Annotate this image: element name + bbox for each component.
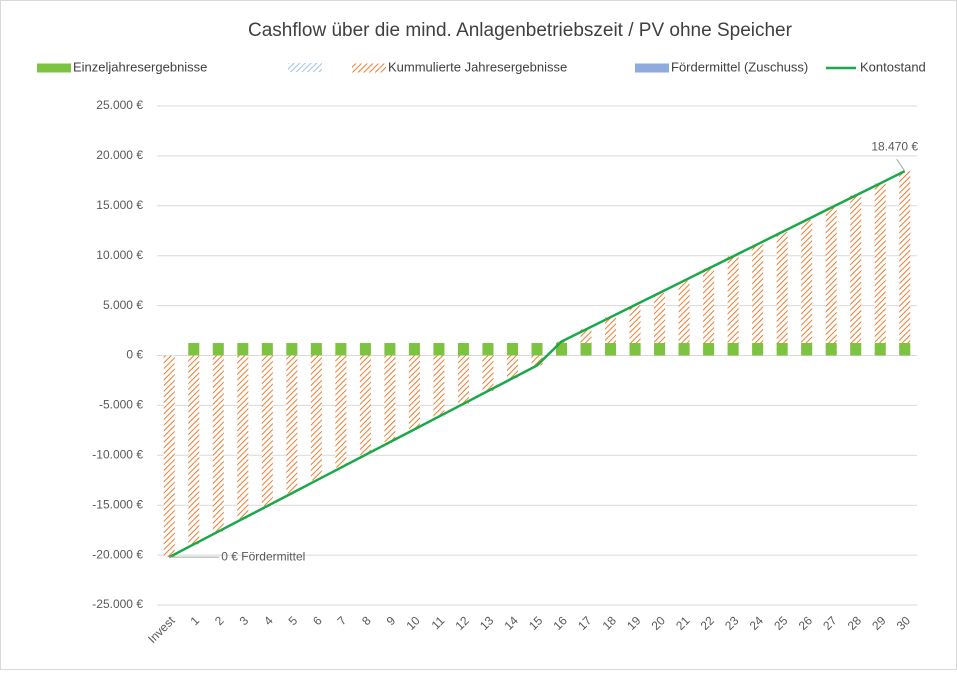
bar xyxy=(408,343,420,356)
bar xyxy=(188,343,200,356)
hatched-bar xyxy=(261,355,273,506)
hatched-bar xyxy=(433,355,445,417)
hatched-bar xyxy=(408,355,420,430)
bar xyxy=(727,343,739,356)
hatched-bar xyxy=(310,355,322,481)
hatched-bar xyxy=(727,256,739,356)
hatched-bar xyxy=(850,195,862,356)
legend-swatch xyxy=(37,63,71,73)
y-tick-label: -25.000 € xyxy=(92,597,143,611)
hatched-bar xyxy=(776,232,788,356)
bar xyxy=(237,343,249,356)
leader-line xyxy=(896,158,906,172)
bar xyxy=(776,343,788,356)
legend-swatch xyxy=(288,63,322,72)
bar xyxy=(825,343,837,356)
hatched-bar xyxy=(605,317,617,356)
bar xyxy=(212,343,224,356)
y-tick-label: 15.000 € xyxy=(96,198,143,212)
bar xyxy=(286,343,298,356)
hatched-bar xyxy=(188,355,200,545)
y-tick-label: 20.000 € xyxy=(96,148,143,162)
bar xyxy=(605,343,617,356)
bar xyxy=(261,343,273,356)
bar xyxy=(531,343,543,356)
hatched-bar xyxy=(654,292,666,356)
hatched-bar xyxy=(629,305,641,356)
bar xyxy=(556,343,568,356)
hatched-bar xyxy=(237,355,249,519)
bar xyxy=(752,343,764,356)
bar xyxy=(703,343,715,356)
bar xyxy=(801,343,813,356)
hatched-bar xyxy=(335,355,347,468)
hatched-bar xyxy=(286,355,298,494)
bar xyxy=(384,343,396,356)
legend-label: Kummulierte Jahresergebnisse xyxy=(388,59,567,74)
line xyxy=(168,170,906,559)
hatched-bar xyxy=(874,183,886,356)
bar xyxy=(850,343,862,356)
y-tick-label: -20.000 € xyxy=(92,547,143,561)
legend-label: Einzeljahresergebnisse xyxy=(73,59,207,74)
bar xyxy=(482,343,494,356)
hatched-bar xyxy=(384,355,396,443)
hatched-bar xyxy=(899,171,911,356)
hatched-bar xyxy=(212,355,224,532)
hatched-bar xyxy=(359,355,371,455)
legend-label: Kontostand xyxy=(860,59,926,74)
bar xyxy=(654,343,666,356)
bar xyxy=(874,343,886,356)
bar xyxy=(899,343,911,356)
bar xyxy=(310,343,322,356)
hatched-bar xyxy=(531,355,543,366)
hatched-bar xyxy=(580,329,592,356)
bar xyxy=(335,343,347,356)
legend-swatch xyxy=(352,63,386,73)
legend-label: Fördermittel (Zuschuss) xyxy=(671,59,808,74)
bar xyxy=(359,343,371,356)
y-tick-label: 10.000 € xyxy=(96,248,143,262)
hatched-bar xyxy=(752,244,764,356)
y-tick-label: -10.000 € xyxy=(92,447,143,461)
y-tick-label: -15.000 € xyxy=(92,497,143,511)
y-tick-label: 0 € xyxy=(126,348,143,362)
bar xyxy=(678,343,690,356)
bar xyxy=(629,343,641,356)
hatched-bar xyxy=(801,219,813,356)
y-tick-label: -5.000 € xyxy=(99,398,143,412)
y-tick-label: 5.000 € xyxy=(103,298,143,312)
legend: Einzeljahresergebnisse Kummulierte Jahres… xyxy=(37,59,926,74)
hatched-bar xyxy=(678,280,690,356)
bar xyxy=(433,343,445,356)
bar xyxy=(457,343,469,356)
bar xyxy=(506,343,518,356)
hatched-bar xyxy=(163,355,175,558)
hatched-bar xyxy=(506,355,518,379)
bar xyxy=(580,343,592,356)
hatched-bar xyxy=(482,355,494,392)
annotation: 0 € Fördermittel xyxy=(221,549,305,563)
legend-swatch xyxy=(635,63,669,73)
hatched-bar xyxy=(457,355,469,404)
hatched-bar xyxy=(703,268,715,356)
data-label: 18.470 € xyxy=(871,139,918,153)
y-tick-label: 25.000 € xyxy=(96,98,143,112)
hatched-bar xyxy=(825,207,837,356)
chart-title: Cashflow über die mind. Anlagenbetriebsz… xyxy=(248,20,793,41)
